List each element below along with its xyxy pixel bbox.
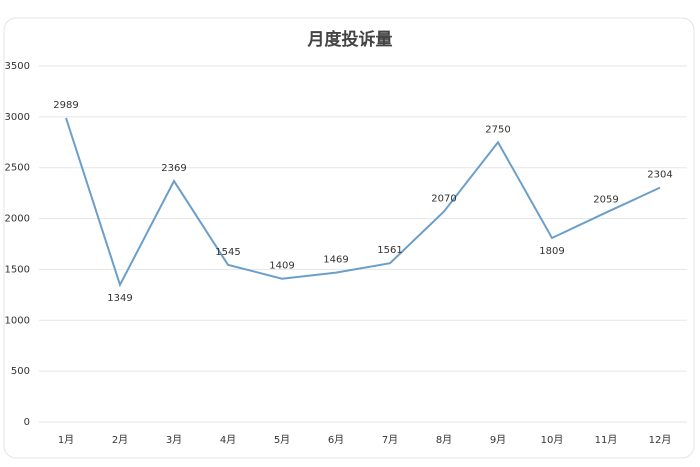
x-tick-label: 11月 [595, 434, 618, 446]
data-label: 2750 [485, 124, 510, 135]
data-label: 1545 [215, 247, 240, 258]
data-label: 1349 [107, 293, 132, 304]
y-tick-label: 500 [11, 366, 30, 377]
line [65, 117, 661, 288]
y-tick-label: 2000 [5, 214, 30, 225]
y-tick-label: 0 [24, 417, 30, 428]
x-tick-label: 4月 [220, 434, 236, 446]
x-tick-label: 3月 [166, 434, 182, 446]
x-tick-label: 12月 [649, 434, 672, 446]
x-tick-label: 10月 [541, 434, 564, 446]
data-label: 2070 [431, 193, 456, 204]
y-tick-label: 2500 [5, 163, 30, 174]
x-tick-label: 5月 [274, 434, 290, 446]
x-tick-label: 9月 [490, 434, 506, 446]
data-label: 2369 [161, 163, 186, 174]
y-tick-label: 1000 [5, 315, 30, 326]
x-tick-label: 7月 [382, 434, 398, 446]
data-label: 2989 [53, 100, 78, 111]
chart-title: 月度投诉量 [307, 29, 393, 50]
x-tick-label: 2月 [112, 434, 128, 446]
data-label: 1469 [323, 255, 348, 266]
chart-frame [3, 17, 695, 459]
data-label: 2059 [593, 195, 618, 206]
y-tick-label: 3500 [5, 61, 30, 72]
y-tick-label: 3000 [5, 112, 30, 123]
x-tick-label: 1月 [58, 434, 74, 446]
x-tick-label: 8月 [436, 434, 452, 446]
data-label: 1809 [539, 246, 564, 257]
data-label: 1561 [377, 245, 402, 256]
data-label: 1409 [269, 261, 294, 272]
x-tick-label: 6月 [328, 434, 344, 446]
data-label: 2304 [647, 170, 672, 181]
y-tick-label: 1500 [5, 264, 30, 275]
